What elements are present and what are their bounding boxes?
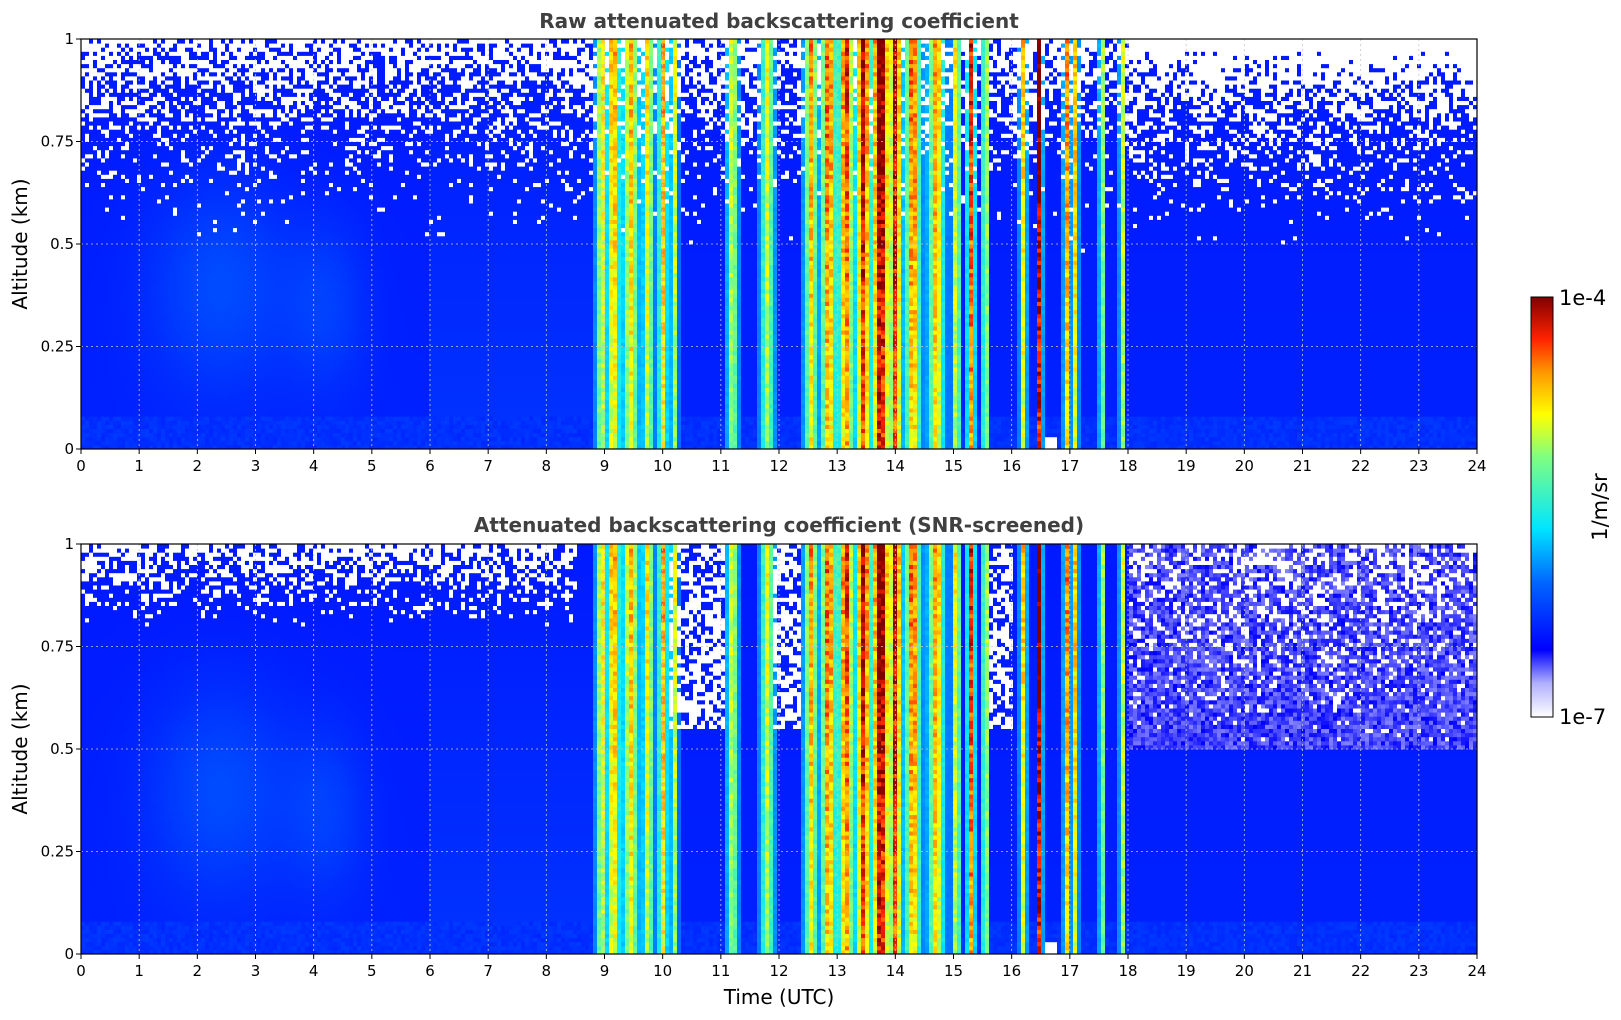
panel-raw: Raw attenuated backscattering coefficien…	[8, 9, 1487, 475]
x-tick-label: 0	[76, 457, 86, 475]
colorbar-max-label: 1e-4	[1559, 286, 1606, 310]
x-tick-label: 2	[193, 457, 203, 475]
x-tick-label: 9	[600, 457, 610, 475]
x-tick-label: 12	[769, 962, 788, 980]
x-tick-label: 15	[944, 457, 963, 475]
x-tick-label: 7	[483, 962, 493, 980]
x-tick-label: 13	[828, 457, 847, 475]
x-tick-label: 6	[425, 457, 435, 475]
panel-raw-x-ticks: 0 1 2 3 4 5 6 7 8 9 10 11 12 13 14 15 16 17 18 19 20 21 22 23 24	[76, 449, 1486, 475]
y-tick-label: 0.25	[41, 338, 74, 356]
x-tick-label: 8	[542, 962, 552, 980]
panel-raw-ylabel: Altitude (km)	[8, 178, 32, 309]
x-tick-label: 10	[653, 457, 672, 475]
x-tick-label: 9	[600, 962, 610, 980]
x-tick-label: 3	[251, 457, 261, 475]
x-tick-label: 24	[1467, 457, 1486, 475]
x-tick-label: 11	[711, 457, 730, 475]
x-tick-label: 6	[425, 962, 435, 980]
x-tick-label: 13	[828, 962, 847, 980]
colorbar-gradient	[1531, 297, 1553, 717]
x-tick-label: 23	[1409, 457, 1428, 475]
x-tick-label: 17	[1060, 962, 1079, 980]
y-tick-label: 0	[64, 945, 74, 963]
x-tick-label: 1	[134, 962, 144, 980]
x-tick-label: 4	[309, 962, 319, 980]
y-tick-label: 0.75	[41, 638, 74, 656]
x-tick-label: 14	[886, 457, 905, 475]
x-tick-label: 3	[251, 962, 261, 980]
x-tick-label: 0	[76, 962, 86, 980]
y-tick-label: 0.25	[41, 843, 74, 861]
x-tick-label: 19	[1177, 457, 1196, 475]
x-tick-label: 23	[1409, 962, 1428, 980]
y-tick-label: 1	[64, 535, 74, 553]
x-tick-label: 19	[1177, 962, 1196, 980]
x-tick-label: 5	[367, 962, 377, 980]
x-tick-label: 16	[1002, 457, 1021, 475]
x-tick-label: 21	[1293, 457, 1312, 475]
panel-raw-y-ticks: 0 0.25 0.5 0.75 1	[41, 30, 81, 458]
y-tick-label: 0.5	[50, 235, 74, 253]
x-tick-label: 16	[1002, 962, 1021, 980]
panel-screened-y-ticks: 0 0.25 0.5 0.75 1	[41, 535, 81, 963]
x-tick-label: 21	[1293, 962, 1312, 980]
x-tick-label: 1	[134, 457, 144, 475]
x-tick-label: 2	[193, 962, 203, 980]
x-tick-label: 22	[1351, 962, 1370, 980]
panel-screened-xlabel: Time (UTC)	[723, 985, 835, 1009]
x-tick-label: 10	[653, 962, 672, 980]
x-tick-label: 22	[1351, 457, 1370, 475]
colorbar: 1e-4 1e-7 1/m/sr	[1531, 286, 1612, 729]
y-tick-label: 0.75	[41, 133, 74, 151]
panel-screened-ylabel: Altitude (km)	[8, 683, 32, 814]
x-tick-label: 17	[1060, 457, 1079, 475]
y-tick-label: 1	[64, 30, 74, 48]
x-tick-label: 5	[367, 457, 377, 475]
x-tick-label: 20	[1235, 457, 1254, 475]
x-tick-label: 15	[944, 962, 963, 980]
x-tick-label: 8	[542, 457, 552, 475]
x-tick-label: 18	[1118, 457, 1137, 475]
colorbar-label: 1/m/sr	[1588, 473, 1612, 541]
panel-raw-title: Raw attenuated backscattering coefficien…	[539, 9, 1019, 33]
x-tick-label: 7	[483, 457, 493, 475]
x-tick-label: 24	[1467, 962, 1486, 980]
x-tick-label: 14	[886, 962, 905, 980]
panel-screened-x-ticks: 0 1 2 3 4 5 6 7 8 9 10 11 12 13 14 15 16 17 18 19 20 21 22 23 24	[76, 954, 1486, 980]
colorbar-min-label: 1e-7	[1559, 705, 1606, 729]
y-tick-label: 0.5	[50, 740, 74, 758]
x-tick-label: 4	[309, 457, 319, 475]
x-tick-label: 20	[1235, 962, 1254, 980]
x-tick-label: 11	[711, 962, 730, 980]
panel-screened-title: Attenuated backscattering coefficient (S…	[474, 513, 1084, 537]
y-tick-label: 0	[64, 440, 74, 458]
x-tick-label: 18	[1118, 962, 1137, 980]
panel-screened: Attenuated backscattering coefficient (S…	[8, 513, 1487, 1009]
x-tick-label: 12	[769, 457, 788, 475]
